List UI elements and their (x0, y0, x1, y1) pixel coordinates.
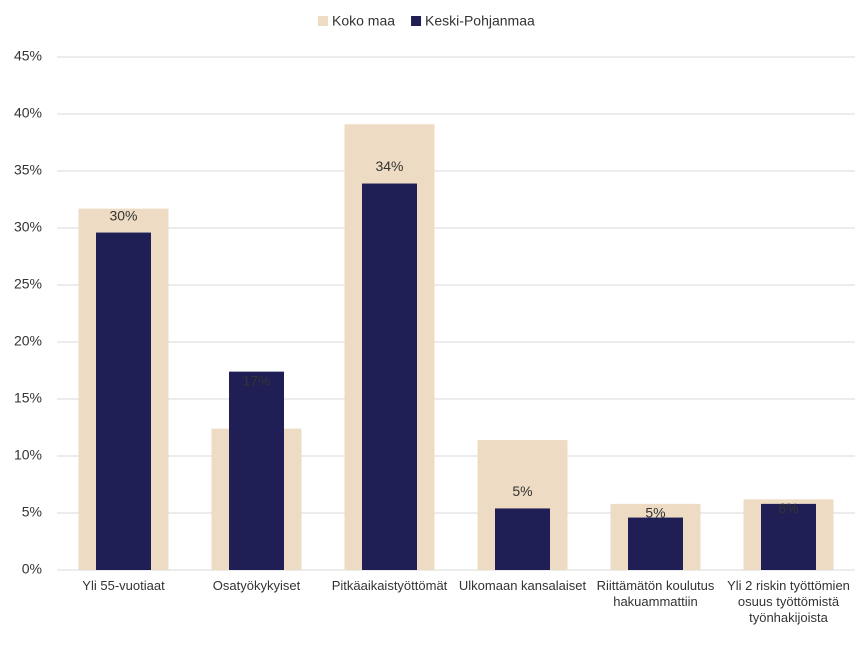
legend-swatch (411, 16, 422, 26)
y-tick-label: 45% (14, 48, 42, 64)
x-tick-label: Yli 2 riskin työttömien osuus työttömist… (727, 578, 850, 625)
data-label: 6% (778, 500, 798, 516)
y-tick-label: 40% (14, 105, 42, 121)
bar (362, 183, 417, 571)
x-tick-label: Pitkäaikaistyöttömät (331, 578, 448, 593)
legend-label: Keski-Pohjanmaa (425, 13, 535, 29)
x-tick-label: Yli 55-vuotiaat (82, 578, 165, 593)
data-label: 5% (645, 505, 665, 521)
data-label: 30% (109, 207, 137, 223)
y-tick-label: 30% (14, 219, 42, 235)
legend-label: Koko maa (332, 13, 395, 29)
bar (761, 503, 816, 570)
x-tick-label: Osatyökykyiset (212, 578, 301, 593)
y-tick-label: 20% (14, 333, 42, 349)
y-tick-label: 0% (22, 561, 42, 577)
data-label: 34% (375, 158, 403, 174)
y-tick-label: 15% (14, 390, 42, 406)
y-tick-label: 10% (14, 447, 42, 463)
x-tick-label: Riittämätön koulutus hakuammattiin (596, 578, 715, 609)
bar (229, 371, 284, 570)
y-tick-label: 25% (14, 276, 42, 292)
data-label: 17% (242, 372, 270, 388)
legend-swatch (318, 16, 328, 26)
bar (495, 508, 550, 570)
data-label: 5% (512, 483, 532, 499)
y-tick-label: 5% (22, 504, 42, 520)
x-tick-label: Ulkomaan kansalaiset (458, 578, 587, 593)
y-tick-label: 35% (14, 162, 42, 178)
bar (628, 517, 683, 570)
bar (96, 232, 151, 570)
